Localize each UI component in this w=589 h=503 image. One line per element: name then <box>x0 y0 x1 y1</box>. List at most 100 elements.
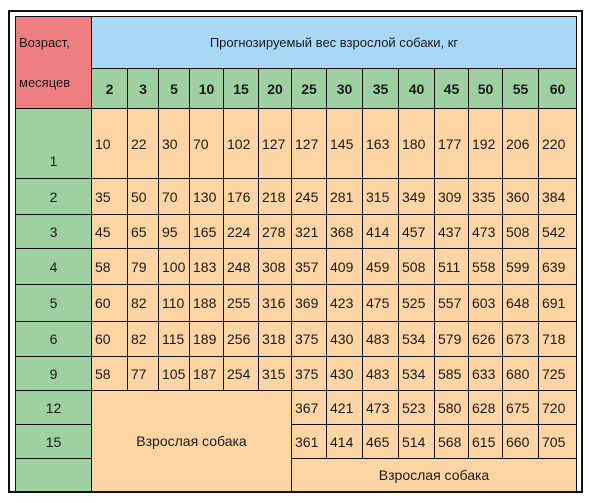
value-cell: 177 <box>434 108 469 179</box>
value-cell: 70 <box>189 108 224 179</box>
value-cell: 45 <box>91 214 128 249</box>
weight-column-header: 40 <box>398 68 435 109</box>
value-cell: 321 <box>291 214 327 249</box>
value-cell: 673 <box>502 321 539 357</box>
value-cell: 60 <box>91 321 128 357</box>
value-cell: 523 <box>398 390 435 425</box>
weight-column-header: 60 <box>538 68 577 109</box>
age-cell: 15 <box>15 424 92 459</box>
weight-column-header: 45 <box>434 68 469 109</box>
value-cell: 421 <box>326 390 363 425</box>
age-cell: 9 <box>15 356 92 391</box>
weight-forecast-table: Возраст, месяцев Прогнозируемый вес взросл… <box>15 16 577 492</box>
weight-column-header: 2 <box>91 68 128 109</box>
value-cell: 660 <box>502 424 539 459</box>
value-cell: 368 <box>326 214 363 249</box>
age-cell: 3 <box>15 214 92 249</box>
value-cell: 414 <box>326 424 363 459</box>
value-cell: 615 <box>468 424 503 459</box>
value-cell: 720 <box>538 390 577 425</box>
value-cell: 218 <box>258 178 292 215</box>
value-cell: 534 <box>398 356 435 391</box>
value-cell: 189 <box>189 321 224 357</box>
value-cell: 349 <box>398 178 435 215</box>
value-cell: 316 <box>258 284 292 322</box>
value-cell: 483 <box>362 356 399 391</box>
value-cell: 183 <box>189 248 224 285</box>
weight-header-title: Прогнозируемый вес взрослой собаки, кг <box>91 16 577 69</box>
value-cell: 102 <box>223 108 259 179</box>
value-cell: 633 <box>468 356 503 391</box>
age-cell: 12 <box>15 390 92 425</box>
value-cell: 10 <box>91 108 128 179</box>
value-cell: 176 <box>223 178 259 215</box>
value-cell: 508 <box>398 248 435 285</box>
value-cell: 30 <box>158 108 190 179</box>
value-cell: 680 <box>502 356 539 391</box>
weight-column-header: 3 <box>127 68 159 109</box>
value-cell: 180 <box>398 108 435 179</box>
value-cell: 430 <box>326 356 363 391</box>
value-cell: 369 <box>291 284 327 322</box>
value-cell: 127 <box>291 108 327 179</box>
age-cell: 1 <box>15 108 92 179</box>
value-cell: 245 <box>291 178 327 215</box>
value-cell: 254 <box>223 356 259 391</box>
value-cell: 691 <box>538 284 577 322</box>
value-cell: 508 <box>502 214 539 249</box>
value-cell: 220 <box>538 108 577 179</box>
value-cell: 100 <box>158 248 190 285</box>
value-cell: 70 <box>158 178 190 215</box>
value-cell: 534 <box>398 321 435 357</box>
value-cell: 60 <box>91 284 128 322</box>
adult-dog-label: Взрослая собака <box>91 390 292 492</box>
value-cell: 375 <box>291 321 327 357</box>
value-cell: 35 <box>91 178 128 215</box>
adult-dog-label: Взрослая собака <box>291 458 577 492</box>
value-cell: 188 <box>189 284 224 322</box>
value-cell: 675 <box>502 390 539 425</box>
value-cell: 110 <box>158 284 190 322</box>
value-cell: 414 <box>362 214 399 249</box>
value-cell: 165 <box>189 214 224 249</box>
value-cell: 384 <box>538 178 577 215</box>
value-cell: 459 <box>362 248 399 285</box>
value-cell: 248 <box>223 248 259 285</box>
weight-column-header: 15 <box>223 68 259 109</box>
value-cell: 187 <box>189 356 224 391</box>
value-cell: 568 <box>434 424 469 459</box>
value-cell: 256 <box>223 321 259 357</box>
value-cell: 145 <box>326 108 363 179</box>
value-cell: 22 <box>127 108 159 179</box>
value-cell: 224 <box>223 214 259 249</box>
age-column-header: Возраст, месяцев <box>15 16 92 109</box>
value-cell: 127 <box>258 108 292 179</box>
value-cell: 318 <box>258 321 292 357</box>
weight-column-header: 35 <box>362 68 399 109</box>
value-cell: 315 <box>258 356 292 391</box>
weight-column-header: 10 <box>189 68 224 109</box>
value-cell: 361 <box>291 424 327 459</box>
value-cell: 130 <box>189 178 224 215</box>
value-cell: 105 <box>158 356 190 391</box>
value-cell: 95 <box>158 214 190 249</box>
value-cell: 65 <box>127 214 159 249</box>
value-cell: 585 <box>434 356 469 391</box>
value-cell: 457 <box>398 214 435 249</box>
value-cell: 115 <box>158 321 190 357</box>
value-cell: 357 <box>291 248 327 285</box>
value-cell: 603 <box>468 284 503 322</box>
value-cell: 511 <box>434 248 469 285</box>
value-cell: 542 <box>538 214 577 249</box>
value-cell: 599 <box>502 248 539 285</box>
value-cell: 579 <box>434 321 469 357</box>
value-cell: 557 <box>434 284 469 322</box>
value-cell: 360 <box>502 178 539 215</box>
value-cell: 278 <box>258 214 292 249</box>
value-cell: 375 <box>291 356 327 391</box>
value-cell: 514 <box>398 424 435 459</box>
value-cell: 255 <box>223 284 259 322</box>
value-cell: 648 <box>502 284 539 322</box>
value-cell: 315 <box>362 178 399 215</box>
value-cell: 58 <box>91 356 128 391</box>
